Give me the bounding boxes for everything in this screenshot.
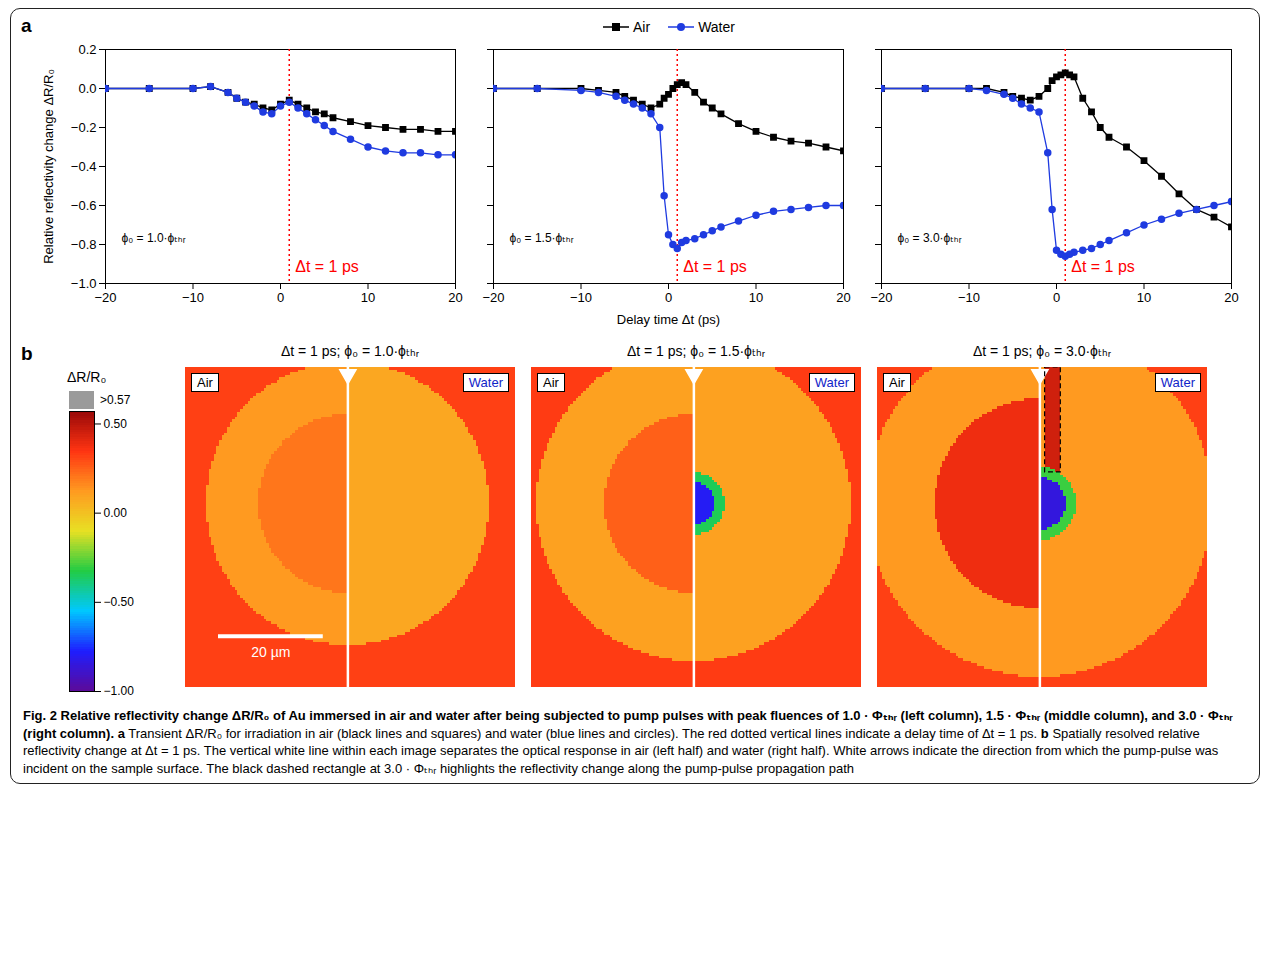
html-text:Air: Air — [889, 375, 905, 390]
svg-text:10: 10 — [361, 290, 375, 305]
svg-text:−0.50: −0.50 — [104, 595, 135, 609]
html-text:Water: Water — [468, 375, 503, 390]
html-text:Air: Air — [543, 375, 559, 390]
svg-text:−20: −20 — [482, 290, 504, 305]
svg-text:Delay time Δt (ps): Delay time Δt (ps) — [617, 312, 720, 327]
svg-text:ϕ₀ = 3.0·ϕₜₕᵣ: ϕ₀ = 3.0·ϕₜₕᵣ — [898, 231, 962, 245]
html-text:Water: Water — [814, 375, 849, 390]
svg-text:20: 20 — [1224, 290, 1238, 305]
svg-text:20 µm: 20 µm — [251, 644, 290, 660]
svg-text:20: 20 — [448, 290, 462, 305]
html-text:Δt = 1 ps; ϕ₀ = 1.0·ϕₜₕᵣ: Δt = 1 ps; ϕ₀ = 1.0·ϕₜₕᵣ — [280, 343, 420, 359]
svg-text:Δt = 1 ps: Δt = 1 ps — [295, 258, 359, 275]
svg-text:0: 0 — [277, 290, 284, 305]
svg-text:−0.6: −0.6 — [71, 198, 97, 213]
svg-text:Δt = 1 ps: Δt = 1 ps — [683, 258, 747, 275]
svg-text:−0.4: −0.4 — [71, 159, 97, 174]
svg-text:20: 20 — [836, 290, 850, 305]
svg-text:0.0: 0.0 — [78, 81, 96, 96]
html-text:>0.57: >0.57 — [100, 393, 131, 407]
svg-text:0.00: 0.00 — [104, 506, 128, 520]
html-text:Air: Air — [633, 19, 651, 35]
html-text:Δt = 1 ps; ϕ₀ = 3.0·ϕₜₕᵣ: Δt = 1 ps; ϕ₀ = 3.0·ϕₜₕᵣ — [972, 343, 1112, 359]
svg-text:−20: −20 — [870, 290, 892, 305]
html-text:Fig. 2 Relative reflectivity c: Fig. 2 Relative reflectivity change ΔR/R… — [23, 708, 1233, 776]
svg-text:ϕ₀ = 1.0·ϕₜₕᵣ: ϕ₀ = 1.0·ϕₜₕᵣ — [122, 231, 186, 245]
svg-text:0.2: 0.2 — [78, 42, 96, 57]
svg-text:Δt = 1 ps: Δt = 1 ps — [1071, 258, 1135, 275]
svg-text:−0.8: −0.8 — [71, 237, 97, 252]
html-text:Δt = 1 ps; ϕ₀ = 1.5·ϕₜₕᵣ: Δt = 1 ps; ϕ₀ = 1.5·ϕₜₕᵣ — [626, 343, 766, 359]
svg-text:0.50: 0.50 — [104, 417, 128, 431]
svg-text:−10: −10 — [570, 290, 592, 305]
svg-text:−0.2: −0.2 — [71, 120, 97, 135]
html-text:ΔR/R₀: ΔR/R₀ — [67, 369, 107, 385]
html-text:a: a — [21, 15, 32, 36]
svg-text:ϕ₀ = 1.5·ϕₜₕᵣ: ϕ₀ = 1.5·ϕₜₕᵣ — [510, 231, 574, 245]
svg-text:−1.00: −1.00 — [104, 684, 135, 698]
svg-text:−1.0: −1.0 — [71, 276, 97, 291]
html-text:Water: Water — [1160, 375, 1195, 390]
html-text:Water: Water — [698, 19, 735, 35]
svg-text:10: 10 — [749, 290, 763, 305]
svg-text:−10: −10 — [182, 290, 204, 305]
svg-text:−20: −20 — [94, 290, 116, 305]
svg-text:0: 0 — [1053, 290, 1060, 305]
html-text:b: b — [21, 343, 33, 364]
svg-text:0: 0 — [665, 290, 672, 305]
html-text:Air: Air — [197, 375, 213, 390]
svg-text:Relative reflectivity change Δ: Relative reflectivity change ΔR/R₀ — [41, 69, 56, 264]
svg-text:10: 10 — [1137, 290, 1151, 305]
svg-text:−10: −10 — [958, 290, 980, 305]
